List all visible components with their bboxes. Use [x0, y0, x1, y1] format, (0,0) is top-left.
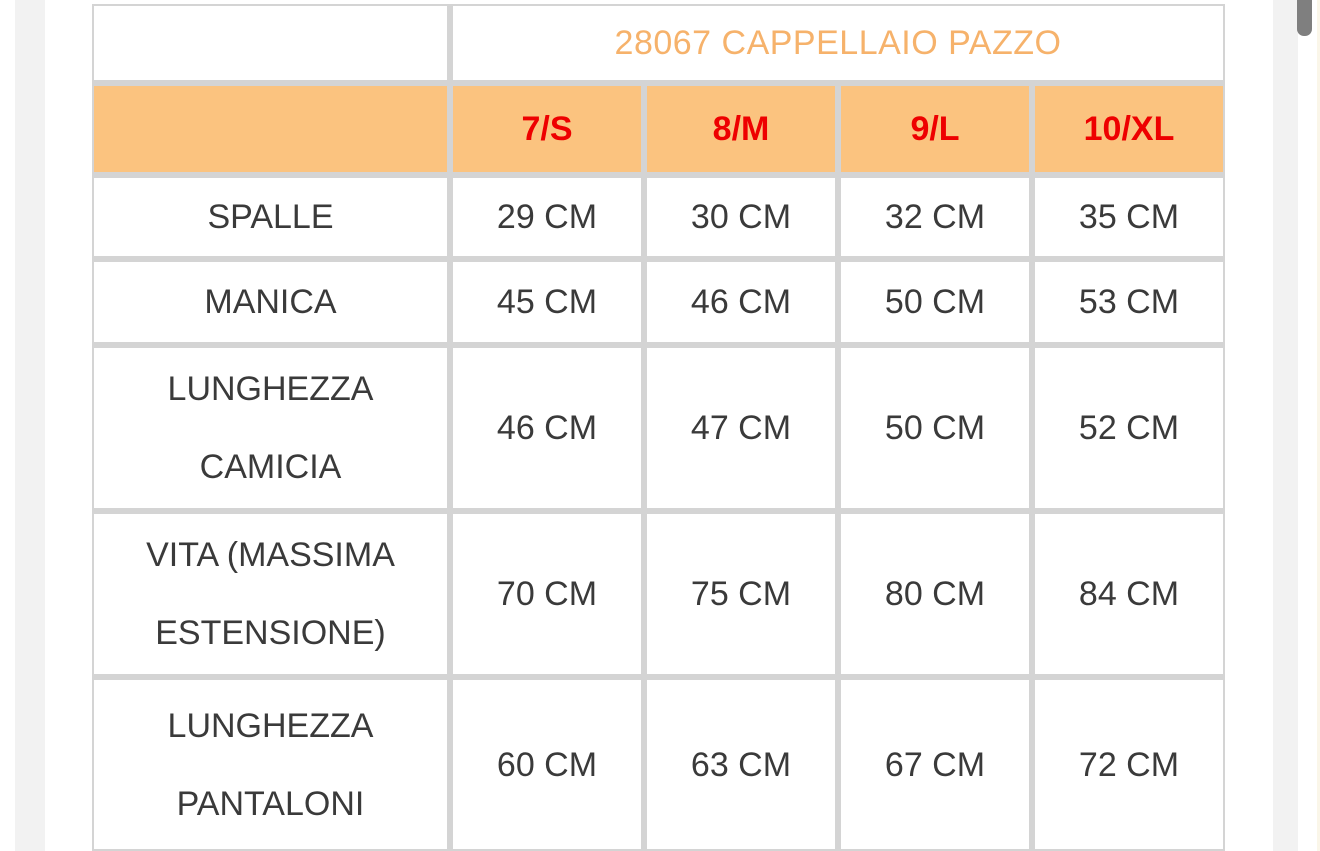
row-label-spalle: SPALLE — [94, 178, 447, 256]
cell-spalle-7s: 29 CM — [453, 178, 641, 256]
cell-camicia-9l: 50 CM — [841, 348, 1029, 508]
cell-camicia-8m: 47 CM — [647, 348, 835, 508]
cell-pantaloni-9l: 67 CM — [841, 680, 1029, 849]
cell-camicia-7s: 46 CM — [453, 348, 641, 508]
cell-manica-9l: 50 CM — [841, 262, 1029, 342]
cell-camicia-10xl: 52 CM — [1035, 348, 1223, 508]
row-label-vita: VITA (MASSIMA ESTENSIONE) — [94, 514, 447, 674]
size-header-9l: 9/L — [841, 86, 1029, 172]
size-header-8m: 8/M — [647, 86, 835, 172]
cell-manica-10xl: 53 CM — [1035, 262, 1223, 342]
cell-pantaloni-8m: 63 CM — [647, 680, 835, 849]
cell-pantaloni-7s: 60 CM — [453, 680, 641, 849]
row-label-lunghezza-pantaloni: LUNGHEZZA PANTALONI — [94, 680, 447, 849]
left-gutter-strip — [15, 0, 45, 851]
cell-vita-10xl: 84 CM — [1035, 514, 1223, 674]
size-header-empty-cell — [94, 86, 447, 172]
size-chart-table: 28067 CAPPELLAIO PAZZO 7/S 8/M 9/L 10/XL… — [92, 4, 1225, 851]
row-label-manica: MANICA — [94, 262, 447, 342]
cell-spalle-8m: 30 CM — [647, 178, 835, 256]
product-title: 28067 CAPPELLAIO PAZZO — [453, 6, 1223, 80]
cell-spalle-10xl: 35 CM — [1035, 178, 1223, 256]
cell-vita-9l: 80 CM — [841, 514, 1029, 674]
right-gutter-strip — [1273, 0, 1298, 851]
cell-vita-7s: 70 CM — [453, 514, 641, 674]
cell-vita-8m: 75 CM — [647, 514, 835, 674]
cell-pantaloni-10xl: 72 CM — [1035, 680, 1223, 849]
empty-corner-cell — [94, 6, 447, 80]
cell-spalle-9l: 32 CM — [841, 178, 1029, 256]
size-header-10xl: 10/XL — [1035, 86, 1223, 172]
size-header-7s: 7/S — [453, 86, 641, 172]
scrollbar-thumb[interactable] — [1297, 0, 1312, 36]
page-right-edge — [1317, 0, 1320, 851]
row-label-lunghezza-camicia: LUNGHEZZA CAMICIA — [94, 348, 447, 508]
cell-manica-8m: 46 CM — [647, 262, 835, 342]
cell-manica-7s: 45 CM — [453, 262, 641, 342]
